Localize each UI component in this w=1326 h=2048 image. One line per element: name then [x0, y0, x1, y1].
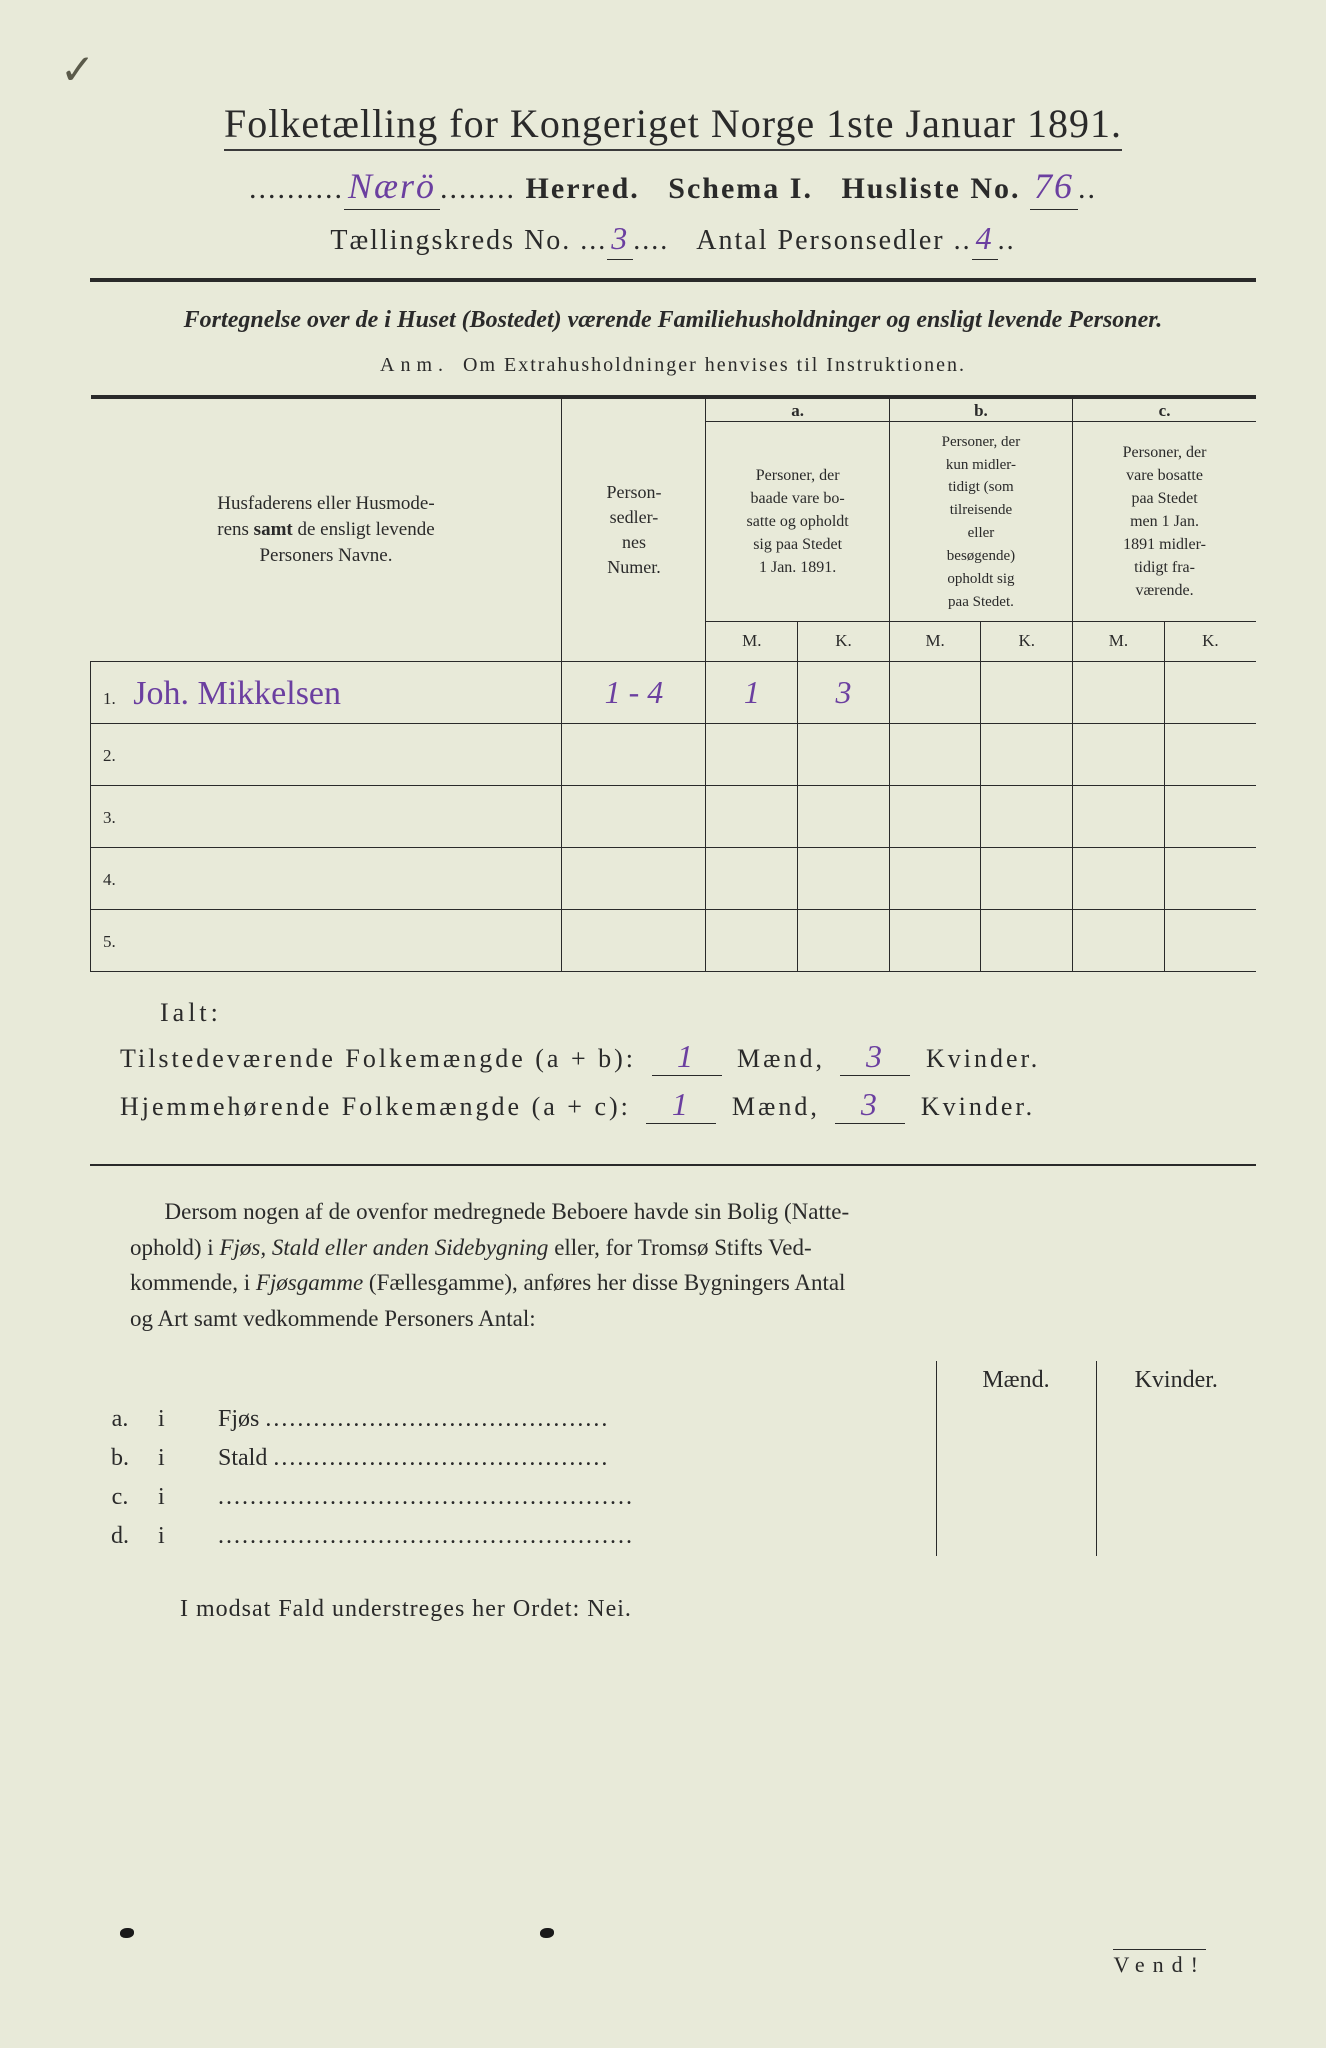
table-row: 4. — [91, 848, 1257, 910]
kreds-no: 3 — [607, 220, 633, 260]
outbuilding-row: c. i ...................................… — [90, 1478, 1256, 1517]
th-a: Personer, derbaade vare bo-satte og opho… — [706, 421, 889, 622]
nei-line: I modsat Fald understreges her Ordet: Ne… — [180, 1596, 1256, 1623]
outbuilding-row: a. i Fjøs ..............................… — [90, 1400, 1256, 1439]
th-c-m: M. — [1073, 622, 1165, 662]
ink-blot — [540, 1928, 554, 1938]
th-c-k: K. — [1164, 622, 1256, 662]
th-name: Husfaderens eller Husmode-rens samt de e… — [91, 398, 562, 661]
th-b-m: M. — [889, 622, 981, 662]
th-a-k: K. — [798, 622, 890, 662]
ink-blot — [120, 1928, 134, 1938]
th-maend: Mænd. — [936, 1361, 1096, 1400]
th-a-m: M. — [706, 622, 798, 662]
antal-personsedler: 4 — [972, 220, 998, 260]
header-row-herred: ..........Nærö........ Herred. Schema I.… — [90, 165, 1256, 210]
mid-rule — [90, 1164, 1256, 1166]
herred-value: Nærö — [344, 165, 440, 210]
th-kvinder: Kvinder. — [1096, 1361, 1256, 1400]
outbuilding-paragraph: Dersom nogen af de ovenfor medregnede Be… — [130, 1194, 1246, 1337]
outbuilding-row: b. i Stald .............................… — [90, 1439, 1256, 1478]
husliste-no: 76 — [1030, 165, 1078, 210]
ialt-label: Ialt: — [160, 998, 1256, 1028]
table-row: 2. — [91, 724, 1257, 786]
th-numer: Person-sedler-nesNumer. — [562, 398, 706, 661]
sum-resident: Hjemmehørende Folkemængde (a + c): 1 Mæn… — [120, 1086, 1256, 1124]
outbuilding-table: Mænd. Kvinder. a. i Fjøs ...............… — [90, 1361, 1256, 1556]
header-row-kreds: Tællingskreds No. ...3.... Antal Persons… — [90, 220, 1256, 260]
annotation-line: Anm. Om Extrahusholdninger henvises til … — [90, 354, 1256, 377]
th-b-k: K. — [981, 622, 1073, 662]
person-name: Joh. Mikkelsen — [133, 675, 341, 712]
th-c: Personer, dervare bosattepaa Stedetmen 1… — [1073, 421, 1256, 622]
outbuilding-row: d. i ...................................… — [90, 1517, 1256, 1556]
table-row: 3. — [91, 786, 1257, 848]
th-b: Personer, derkun midler-tidigt (somtilre… — [889, 421, 1072, 622]
th-b-letter: b. — [889, 398, 1072, 421]
census-form-page: ✓ Folketælling for Kongeriget Norge 1ste… — [0, 0, 1326, 2048]
households-table: Husfaderens eller Husmode-rens samt de e… — [90, 395, 1256, 972]
divider-rule — [90, 278, 1256, 282]
sum-present: Tilstedeværende Folkemængde (a + b): 1 M… — [120, 1038, 1256, 1076]
table-row: 5. — [91, 910, 1257, 972]
th-a-letter: a. — [706, 398, 889, 421]
checkmark: ✓ — [60, 45, 95, 95]
vend-label: Vend! — [1113, 1949, 1206, 1978]
table-row: 1. Joh. Mikkelsen 1 - 4 1 3 — [91, 662, 1257, 724]
form-subtitle: Fortegnelse over de i Huset (Bostedet) v… — [130, 304, 1216, 338]
th-c-letter: c. — [1073, 398, 1256, 421]
page-title: Folketælling for Kongeriget Norge 1ste J… — [90, 100, 1256, 151]
